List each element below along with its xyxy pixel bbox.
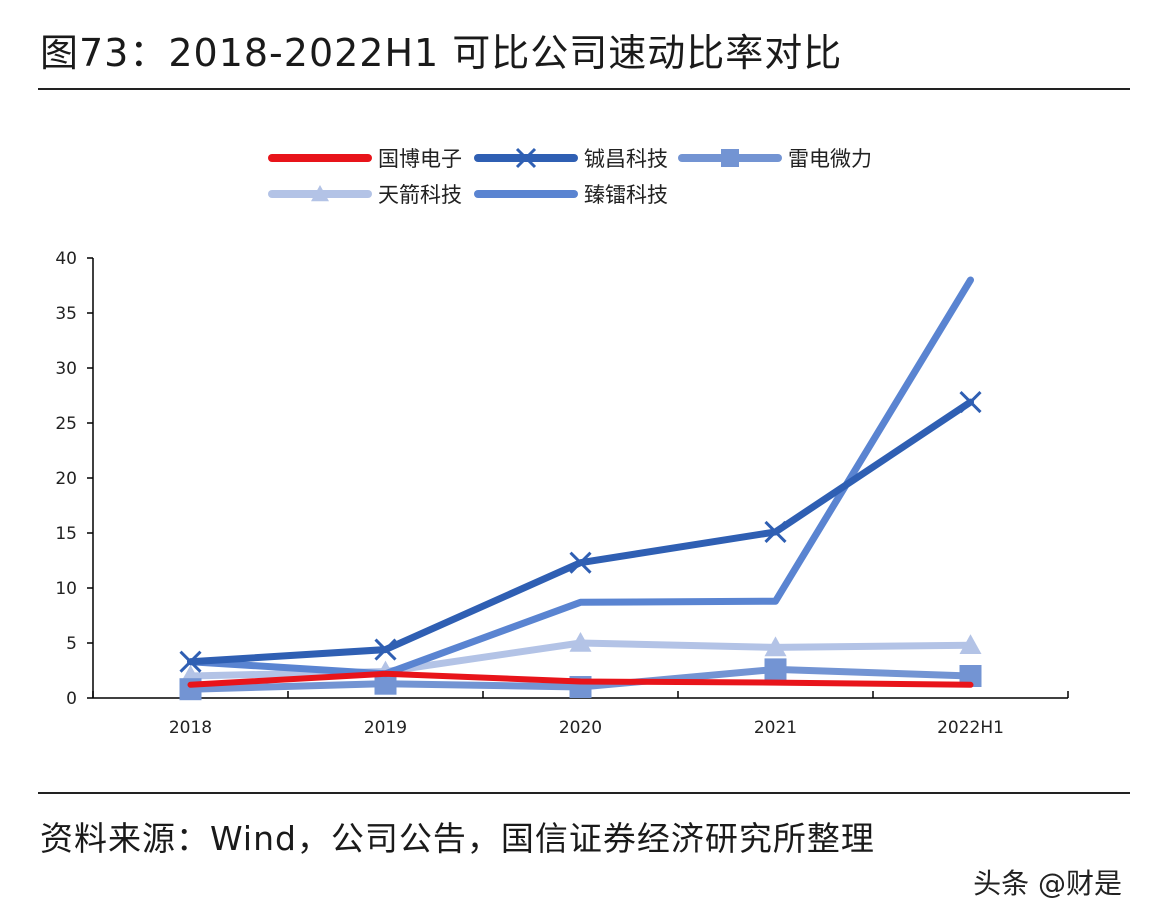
y-axis: 0 5 10 15 20 25 30 35 40 — [55, 249, 94, 709]
data-point-天箭科技 — [569, 632, 592, 652]
data-point-天箭科技 — [959, 634, 982, 654]
series-国博电子 — [187, 670, 974, 688]
y-tick-label: 40 — [55, 249, 77, 269]
legend-item-铖昌科技: 铖昌科技 — [474, 147, 668, 171]
y-tick-label: 15 — [55, 524, 77, 544]
source-divider — [38, 792, 1130, 794]
x-tick-label: 2022H1 — [937, 718, 1004, 738]
series-line-臻镭科技 — [187, 276, 974, 678]
series-group — [179, 276, 982, 701]
y-tick-label: 5 — [66, 634, 77, 654]
x-tick-label: 2021 — [754, 718, 797, 738]
y-tick-label: 25 — [55, 414, 77, 434]
data-point-雷电微力 — [764, 658, 787, 681]
source-note: 资料来源：Wind，公司公告，国信证券经济研究所整理 — [40, 819, 875, 858]
legend-label: 国博电子 — [378, 147, 462, 171]
series-铖昌科技 — [179, 391, 982, 673]
watermark: 头条 @财是 — [973, 867, 1122, 900]
y-tick-label: 30 — [55, 359, 77, 379]
x-tick-label: 2018 — [169, 718, 212, 738]
chart-title: 图73：2018-2022H1 可比公司速动比率对比 — [40, 31, 843, 75]
legend-label: 臻镭科技 — [584, 183, 668, 207]
legend-item-雷电微力: 雷电微力 — [678, 147, 872, 171]
y-tick-label: 10 — [55, 579, 77, 599]
data-point-天箭科技 — [764, 636, 787, 657]
data-point-铖昌科技 — [374, 638, 397, 661]
data-point-铖昌科技 — [569, 551, 592, 574]
legend-label: 铖昌科技 — [584, 147, 668, 171]
data-point-雷电微力 — [374, 672, 397, 695]
legend-marker — [311, 185, 329, 202]
legend-item-天箭科技: 天箭科技 — [268, 183, 462, 207]
series-line-国博电子 — [187, 670, 974, 688]
data-point-铖昌科技 — [179, 650, 202, 673]
data-point-雷电微力 — [959, 665, 982, 687]
legend-label: 雷电微力 — [788, 147, 872, 171]
x-axis: 2018 2019 2020 2021 2022H1 — [92, 691, 1069, 738]
data-point-铖昌科技 — [959, 391, 982, 414]
x-tick-label: 2020 — [559, 718, 602, 738]
legend-marker — [721, 149, 739, 167]
x-tick-label: 2019 — [364, 718, 407, 738]
series-臻镭科技 — [187, 276, 974, 678]
y-tick-label: 35 — [55, 304, 77, 324]
y-tick-label: 0 — [66, 689, 77, 709]
legend-item-臻镭科技: 臻镭科技 — [474, 183, 668, 207]
legend-marker — [515, 147, 537, 169]
title-divider — [38, 88, 1130, 90]
y-tick-label: 20 — [55, 469, 77, 489]
legend-item-国博电子: 国博电子 — [268, 147, 462, 171]
data-point-铖昌科技 — [764, 520, 787, 543]
series-line-铖昌科技 — [187, 398, 974, 666]
legend-label: 天箭科技 — [378, 183, 462, 207]
